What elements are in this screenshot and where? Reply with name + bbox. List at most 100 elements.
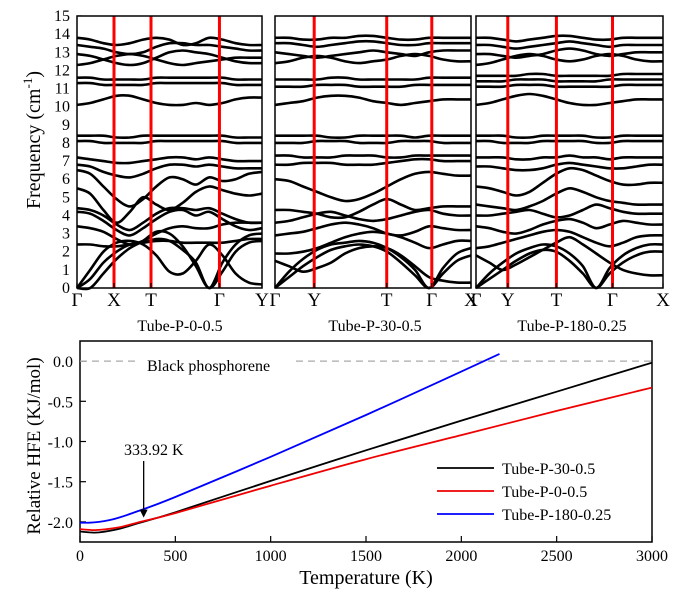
panel-0-band-7 [76, 185, 263, 224]
panel-2-point-label-0: Γ [471, 290, 482, 311]
panel-1-band-11 [275, 134, 471, 140]
panel-2-point-label-1: Y [501, 290, 515, 311]
frequency-tick-label-2: 2 [62, 244, 70, 261]
frequency-tick-label-12: 12 [54, 62, 70, 79]
hfe-series-line-1 [80, 386, 652, 532]
hfe-x-axis-label: Temperature (K) [299, 567, 433, 589]
hfe-series [80, 353, 652, 534]
panel-0-band-16 [76, 52, 262, 67]
frequency-tick-label-10: 10 [54, 99, 70, 116]
frequency-tick-label-6: 6 [62, 171, 70, 188]
panel-1-band-1 [274, 239, 472, 290]
panel-0-band-19 [76, 36, 263, 47]
hfe-chart: 0 500 1000 1500 2000 2500 3000 0.0 -0.5 -1.0 -1.5 -… [24, 340, 668, 589]
frequency-axis-label-exponent: -1 [20, 78, 35, 89]
legend-label-0: Tube-P-30-0.5 [502, 461, 595, 478]
panel-1-band-3 [274, 230, 472, 255]
panel-0-band-9 [76, 163, 262, 179]
hfe-y-tick-label-3: -1.5 [48, 475, 73, 492]
frequency-axis-label-text: Frequency (cm [23, 88, 45, 209]
hfe-x-tick-label-3: 1500 [350, 548, 382, 565]
panel-caption-1: Tube-P-0-0.5 [137, 318, 222, 335]
panel-1-point-label-0: Γ [270, 290, 281, 311]
panel-0-point-label-1: X [107, 290, 121, 311]
panel-0-band-17 [76, 49, 263, 67]
panel-0-band-15 [76, 76, 262, 81]
frequency-tick-label-9: 9 [62, 117, 70, 134]
hfe-x-tick-label-2: 1000 [255, 548, 287, 565]
panel-caption-2: Tube-P-30-0.5 [328, 318, 421, 335]
panel-1-band-10 [275, 139, 471, 145]
panel-0-point-label-0: Γ [72, 290, 83, 311]
panel-1-point-label-3: Γ [426, 290, 437, 311]
panel-0-band-6 [76, 206, 263, 232]
frequency-axis-label: Frequency (cm-1) [20, 71, 45, 209]
panel-1-band-7 [274, 170, 472, 203]
frequency-tick-label-14: 14 [54, 26, 70, 43]
panel-0-band-12 [77, 134, 262, 140]
panel-1-point-label-4: X [464, 290, 478, 311]
panel-0-band-14 [76, 81, 262, 87]
hfe-series-line-2 [80, 353, 500, 524]
frequency-tick-label-4: 4 [62, 207, 70, 224]
panel-1-band-2 [274, 245, 472, 285]
phonon-band-chart: Frequency (cm-1) 0123456789101112131415 … [20, 8, 670, 335]
panel-caption-3: Tube-P-180-0.25 [517, 318, 626, 335]
panel-2-point-label-3: Γ [607, 290, 618, 311]
panel-1-point-label-2: T [381, 290, 393, 311]
hfe-y-tick-label-0: 0.0 [53, 354, 73, 371]
panel-2-point-label-2: T [551, 290, 563, 311]
hfe-y-axis-label: Relative HFE (KJ/mol) [24, 357, 45, 534]
hfe-x-tick-label-0: 0 [76, 548, 84, 565]
panel-1-band-4 [274, 221, 472, 237]
panel-0-point-label-3: Γ [214, 290, 225, 311]
hfe-x-tick-label-6: 3000 [636, 548, 668, 565]
panel-0-band-3 [76, 237, 263, 248]
panel-1-band-18 [274, 34, 471, 42]
panel-1-band-12 [274, 94, 471, 107]
frequency-tick-label-1: 1 [62, 262, 70, 279]
frequency-tick-label-0: 0 [62, 280, 70, 297]
panel-0-band-13 [76, 94, 263, 107]
legend-label-1: Tube-P-0-0.5 [502, 484, 587, 501]
frequency-tick-label-11: 11 [55, 81, 70, 98]
panel-0-band-2 [75, 239, 263, 289]
frequency-tick-label-5: 5 [62, 189, 70, 206]
panel-0-band-5 [76, 208, 263, 237]
hfe-y-tick-label-1: -0.5 [48, 394, 73, 411]
panel-1-band-6 [274, 197, 471, 220]
hfe-x-tick-label-5: 2500 [541, 548, 573, 565]
frequency-tick-label-13: 13 [54, 44, 70, 61]
hfe-y-tick-label-4: -2.0 [48, 515, 73, 532]
annotation-label: 333.92 K [124, 442, 184, 459]
panel-1-band-5 [274, 208, 472, 224]
panel-1-point-label-1: Y [307, 290, 321, 311]
hfe-y-tick-label-2: -1.0 [48, 435, 73, 452]
panel-0-band-0 [76, 229, 263, 291]
panel-1-band-13 [275, 83, 471, 89]
frequency-tick-label-8: 8 [62, 135, 70, 152]
panel-1-band-16 [274, 49, 471, 59]
reference-line-label: Black phosphorene [147, 358, 270, 375]
hfe-x-tick-label-1: 500 [163, 548, 187, 565]
frequency-tick-label-15: 15 [54, 8, 70, 25]
panel-0-band-18 [76, 41, 263, 56]
panel-0-frame [76, 15, 263, 289]
frequency-tick-label-7: 7 [62, 153, 70, 170]
panel-2-point-label-4: X [656, 290, 670, 311]
annotation-arrow-head [139, 509, 148, 518]
hfe-series-line-0 [80, 361, 652, 534]
hfe-x-tick-label-4: 2000 [445, 548, 477, 565]
panel-2-frame [475, 15, 664, 289]
panel-1-frame [274, 15, 472, 289]
hfe-legend: Tube-P-30-0.5 Tube-P-0-0.5 Tube-P-180-0.25 [437, 461, 611, 524]
panel-0-band-10 [76, 155, 262, 165]
panel-1-band-8 [274, 157, 471, 167]
panel-0-point-label-2: T [145, 290, 157, 311]
frequency-tick-label-3: 3 [62, 226, 70, 243]
panel-1-band-9 [274, 154, 471, 159]
